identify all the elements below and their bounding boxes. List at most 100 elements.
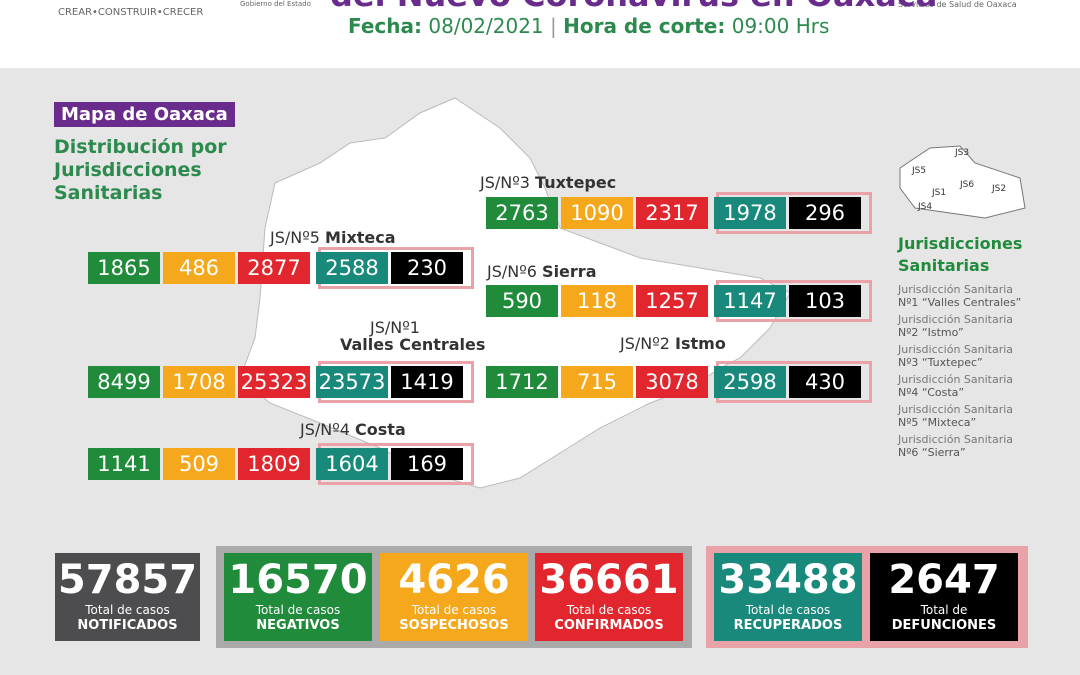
total-line1: Total de casos bbox=[566, 603, 652, 617]
value-box: 8499 bbox=[88, 366, 160, 398]
value-box: 3078 bbox=[636, 366, 708, 398]
mini-label: JS5 bbox=[912, 166, 927, 176]
js-name: Sierra bbox=[542, 262, 597, 281]
js-label: JS/Nº4 Costa bbox=[300, 420, 406, 439]
value-box: 1141 bbox=[88, 448, 160, 480]
legend-prefix: Jurisdicción Sanitaria bbox=[898, 433, 1014, 446]
total-line1: Total de casos bbox=[411, 603, 497, 617]
total-box bbox=[380, 553, 528, 641]
total-line2: RECUPERADOS bbox=[733, 618, 843, 633]
gov-logo: Gobierno del Estado bbox=[240, 0, 311, 8]
js-name: Tuxtepec bbox=[535, 173, 617, 192]
total-line1: Total de casos bbox=[255, 603, 341, 617]
total-line2: CONFIRMADOS bbox=[554, 618, 664, 633]
js-code: JS/Nº4 bbox=[300, 420, 350, 439]
value-box: 1865 bbox=[88, 252, 160, 284]
time: 09:00 Hrs bbox=[731, 14, 830, 38]
time-label: Hora de corte: bbox=[563, 14, 726, 38]
total-line2: SOSPECHOSOS bbox=[399, 618, 509, 633]
js-label: JS/Nº5 Mixteca bbox=[270, 228, 396, 247]
js-name: Mixteca bbox=[325, 228, 396, 247]
value-box: 430 bbox=[789, 366, 861, 398]
js-name: Istmo bbox=[675, 334, 726, 353]
total-box bbox=[535, 553, 683, 641]
legend-name: Nº6 “Sierra” bbox=[898, 446, 966, 459]
total-value: 36661 bbox=[539, 557, 679, 603]
title: del Nuevo Coronavirus en Oaxaca bbox=[330, 0, 937, 14]
total-box bbox=[224, 553, 372, 641]
value-box: 590 bbox=[486, 285, 558, 317]
total-box bbox=[870, 553, 1018, 641]
mini-label: JS1 bbox=[932, 188, 947, 198]
value-box: 1419 bbox=[391, 366, 463, 398]
value-box: 1809 bbox=[238, 448, 310, 480]
mini-label: JS3 bbox=[955, 148, 970, 158]
map-subtitle: Jurisdicciones bbox=[54, 159, 202, 181]
value-box: 230 bbox=[391, 252, 463, 284]
js-label: JS/Nº6 Sierra bbox=[487, 262, 596, 281]
total-box bbox=[714, 553, 862, 641]
total-line2: NOTIFICADOS bbox=[77, 618, 178, 633]
legend-name: Nº5 “Mixteca” bbox=[898, 416, 977, 429]
logo-slogan: CREAR•CONSTRUIR•CRECER bbox=[58, 0, 203, 19]
legend-prefix: Jurisdicción Sanitaria bbox=[898, 313, 1014, 326]
value-box: 2598 bbox=[714, 366, 786, 398]
total-line2: DEFUNCIONES bbox=[891, 618, 997, 633]
value-box: 1712 bbox=[486, 366, 558, 398]
mini-label: JS6 bbox=[960, 180, 975, 190]
value-box: 25323 bbox=[238, 366, 310, 398]
total-line1: Total de casos bbox=[745, 603, 831, 617]
total-line2: NEGATIVOS bbox=[256, 618, 340, 633]
value-box: 169 bbox=[391, 448, 463, 480]
value-box: 118 bbox=[561, 285, 633, 317]
js-name: Valles Centrales bbox=[340, 335, 486, 354]
legend-prefix: Jurisdicción Sanitaria bbox=[898, 343, 1014, 356]
total-value: 33488 bbox=[718, 557, 858, 603]
value-box: 1090 bbox=[561, 197, 633, 229]
value-box: 23573 bbox=[316, 366, 388, 398]
value-box: 2588 bbox=[316, 252, 388, 284]
mini-label: JS4 bbox=[918, 202, 933, 212]
legend-name: Nº3 “Tuxtepec” bbox=[898, 356, 983, 369]
value-box: 1978 bbox=[714, 197, 786, 229]
services-logo: Servicios de Salud de Oaxaca bbox=[898, 0, 1017, 9]
mini-label: JS2 bbox=[992, 184, 1007, 194]
legend-name: Nº2 “Istmo” bbox=[898, 326, 964, 339]
total-value: 57857 bbox=[57, 557, 198, 603]
value-box: 2763 bbox=[486, 197, 558, 229]
legend-prefix: Jurisdicción Sanitaria bbox=[898, 283, 1014, 296]
value-box: 296 bbox=[789, 197, 861, 229]
js-name: Costa bbox=[355, 420, 406, 439]
legend-title: Jurisdicciones bbox=[898, 234, 1023, 253]
date-label: Fecha: bbox=[348, 14, 423, 38]
map-badge: Mapa de Oaxaca bbox=[54, 102, 235, 127]
value-box: 1708 bbox=[163, 366, 235, 398]
mini-map bbox=[899, 145, 1026, 219]
total-line1: Total de casos bbox=[85, 603, 170, 617]
date: 08/02/2021 bbox=[428, 14, 544, 38]
total-value: 2647 bbox=[888, 557, 1000, 603]
value-box: 1147 bbox=[714, 285, 786, 317]
legend-name: Nº1 “Valles Centrales” bbox=[898, 296, 1022, 309]
legend-prefix: Jurisdicción Sanitaria bbox=[898, 373, 1014, 386]
legend-title: Sanitarias bbox=[898, 256, 990, 275]
map-subtitle: Distribución por bbox=[54, 136, 227, 158]
total-line1: Total de bbox=[920, 603, 968, 617]
total-value: 4626 bbox=[398, 557, 510, 603]
map-subtitle: Sanitarias bbox=[54, 182, 163, 204]
js-label: JS/Nº3 Tuxtepec bbox=[480, 173, 616, 192]
js-code: JS/Nº1 bbox=[370, 318, 420, 337]
js-code: JS/Nº3 bbox=[480, 173, 530, 192]
js-code: JS/Nº6 bbox=[487, 262, 537, 281]
total-value: 16570 bbox=[228, 557, 368, 603]
js-code: JS/Nº2 bbox=[620, 334, 670, 353]
value-box: 486 bbox=[163, 252, 235, 284]
js-code: JS/Nº5 bbox=[270, 228, 320, 247]
legend-name: Nº4 “Costa” bbox=[898, 386, 965, 399]
value-box: 1257 bbox=[636, 285, 708, 317]
value-box: 2877 bbox=[238, 252, 310, 284]
js-label: JS/Nº2 Istmo bbox=[620, 334, 726, 353]
total-box bbox=[55, 553, 200, 641]
value-box: 509 bbox=[163, 448, 235, 480]
